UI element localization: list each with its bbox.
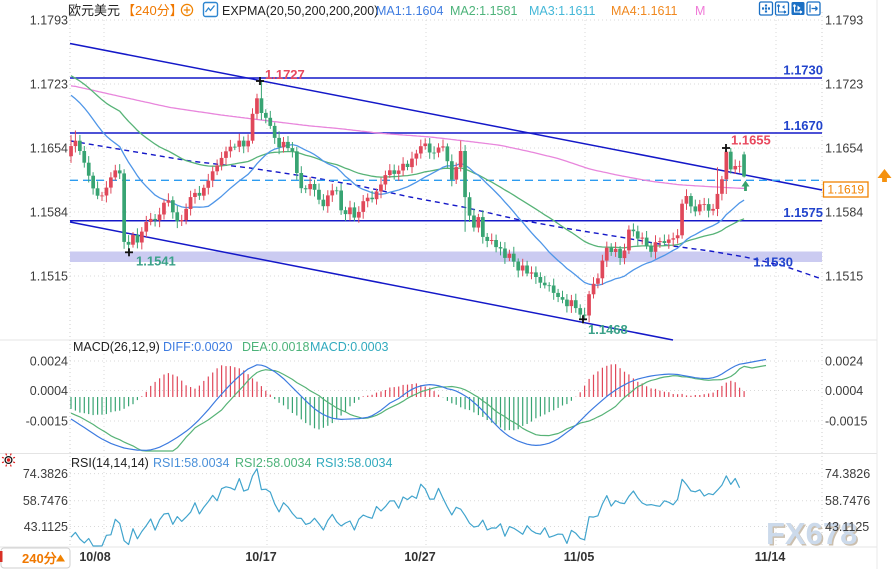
svg-text:MA1:1.1604: MA1:1.1604	[376, 4, 443, 18]
svg-text:10/27: 10/27	[404, 550, 435, 564]
svg-text:1.1723: 1.1723	[30, 78, 68, 92]
svg-text:11/14: 11/14	[755, 550, 786, 564]
svg-text:-0.0015: -0.0015	[825, 415, 867, 429]
svg-text:74.3826: 74.3826	[23, 467, 68, 481]
svg-text:1.1727: 1.1727	[265, 67, 305, 82]
svg-text:-0.0015: -0.0015	[26, 415, 68, 429]
svg-text:1.1670: 1.1670	[783, 118, 823, 133]
svg-text:1.1575: 1.1575	[783, 205, 823, 220]
svg-text:DIFF:0.0020: DIFF:0.0020	[163, 340, 233, 354]
svg-text:MA3:1.1611: MA3:1.1611	[529, 4, 596, 18]
svg-text:FX678: FX678	[768, 518, 859, 553]
svg-text:58.7476: 58.7476	[825, 494, 870, 508]
svg-text:RSI(14,14,14): RSI(14,14,14)	[71, 456, 149, 470]
svg-text:1.1584: 1.1584	[825, 206, 863, 220]
svg-text:58.7476: 58.7476	[23, 494, 68, 508]
svg-text:1.1793: 1.1793	[30, 14, 68, 28]
svg-text:RSI3:58.0034: RSI3:58.0034	[316, 456, 392, 470]
svg-text:1.1654: 1.1654	[30, 142, 68, 156]
svg-text:MA2:1.1581: MA2:1.1581	[450, 4, 517, 18]
svg-text:1.1793: 1.1793	[825, 14, 863, 28]
svg-text:欧元美元: 欧元美元	[68, 3, 120, 18]
svg-text:1.1530: 1.1530	[753, 255, 793, 270]
svg-text:1.1619: 1.1619	[827, 183, 864, 197]
svg-text:DEA:0.0018: DEA:0.0018	[242, 340, 309, 354]
svg-text:RSI2:58.0034: RSI2:58.0034	[235, 456, 311, 470]
svg-text:1.1515: 1.1515	[30, 270, 68, 284]
svg-text:MACD:0.0003: MACD:0.0003	[310, 340, 389, 354]
svg-text:1.1541: 1.1541	[136, 254, 176, 269]
svg-text:1.1655: 1.1655	[731, 133, 771, 148]
svg-text:1.1515: 1.1515	[825, 270, 863, 284]
svg-text:0.0004: 0.0004	[30, 384, 68, 398]
svg-text:1.1468: 1.1468	[588, 322, 628, 337]
svg-text:0.0004: 0.0004	[825, 384, 863, 398]
svg-text:MA4:1.1611: MA4:1.1611	[611, 4, 678, 18]
svg-text:240分: 240分	[22, 551, 57, 566]
svg-text:10/17: 10/17	[245, 550, 276, 564]
svg-text:MACD(26,12,9): MACD(26,12,9)	[73, 340, 160, 354]
svg-text:11/05: 11/05	[564, 550, 595, 564]
svg-text:1.1730: 1.1730	[783, 63, 823, 78]
svg-text:M: M	[695, 4, 705, 18]
svg-text:74.3826: 74.3826	[825, 467, 870, 481]
svg-text:10/08: 10/08	[79, 550, 110, 564]
svg-text:【240分】: 【240分】	[122, 3, 183, 18]
svg-text:43.1125: 43.1125	[825, 520, 869, 534]
svg-text:0.0024: 0.0024	[30, 355, 68, 369]
svg-text:1.1723: 1.1723	[825, 78, 863, 92]
svg-text:0.0024: 0.0024	[825, 355, 863, 369]
svg-text:RSI1:58.0034: RSI1:58.0034	[153, 456, 229, 470]
svg-text:1.1584: 1.1584	[30, 206, 68, 220]
svg-text:43.1125: 43.1125	[24, 520, 68, 534]
svg-text:EXPMA(20,50,200,200,200): EXPMA(20,50,200,200,200)	[222, 4, 378, 18]
svg-text:1.1654: 1.1654	[825, 142, 863, 156]
svg-text:FX678: FX678	[766, 516, 857, 551]
